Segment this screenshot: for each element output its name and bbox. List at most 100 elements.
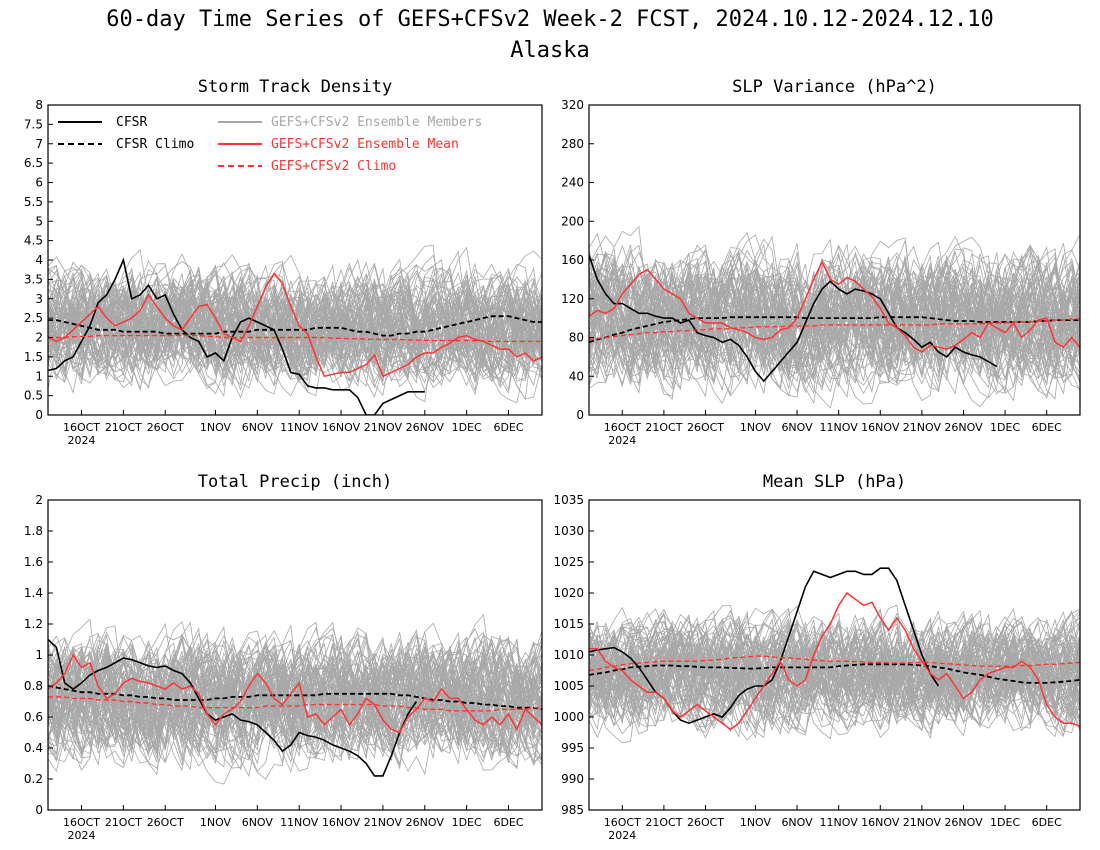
y-tick-label: 2: [35, 493, 43, 507]
ensemble-member-line: [589, 244, 1080, 374]
series-line-ens-mean: [589, 260, 1080, 353]
x-tick-label: 11NOV: [820, 816, 859, 829]
x-tick-label: 1DEC: [452, 421, 482, 434]
y-tick-label: 1005: [553, 679, 584, 693]
x-tick-label: 11NOV: [280, 421, 319, 434]
ensemble-member-line: [48, 270, 542, 390]
ensemble-member-line: [48, 621, 542, 771]
x-tick-label: 16NOV: [861, 816, 900, 829]
y-tick-label: 0.5: [24, 389, 43, 403]
panel-title: Mean SLP (hPa): [763, 472, 906, 492]
ensemble-members: [589, 604, 1080, 744]
plot-area: [589, 225, 1080, 409]
series-line-ens-mean: [48, 653, 542, 734]
ensemble-member-line: [589, 234, 1080, 385]
panel-title: Total Precip (inch): [198, 472, 392, 492]
x-tick-label: 6NOV: [242, 421, 274, 434]
y-tick-label: 1030: [553, 524, 584, 538]
y-tick-label: 280: [561, 137, 584, 151]
series-line-ens-mean: [589, 591, 1080, 731]
x-tick-label: 6DEC: [493, 816, 523, 829]
y-tick-label: 1020: [553, 586, 584, 600]
y-tick-label: 985: [561, 803, 584, 817]
y-tick-label: 0: [576, 408, 584, 422]
ensemble-member-line: [589, 252, 1080, 399]
x-tick-label: 6NOV: [781, 816, 813, 829]
x-tick-label: 6NOV: [781, 421, 813, 434]
x-tick-label: 21NOV: [903, 816, 942, 829]
ensemble-member-line: [589, 618, 1080, 725]
ensemble-members: [48, 245, 542, 404]
x-tick-label: 1NOV: [740, 421, 772, 434]
plot-area: [48, 245, 542, 415]
y-tick-label: 4: [35, 253, 43, 267]
x-tick-label: 21OCT: [645, 421, 682, 434]
x-tick-label: 26OCT: [147, 816, 184, 829]
panel-title: SLP Variance (hPa^2): [732, 77, 937, 97]
legend-label-ens-climo: GEFS+CFSv2 Climo: [271, 159, 396, 174]
y-tick-label: 1010: [553, 648, 584, 662]
x-tick-label: 6DEC: [1032, 816, 1062, 829]
y-tick-label: 2: [35, 331, 43, 345]
x-tick-label: 21NOV: [364, 421, 403, 434]
y-tick-label: 0.8: [24, 679, 43, 693]
ensemble-member-line: [48, 643, 542, 756]
ensemble-member-line: [589, 617, 1080, 735]
y-tick-label: 1.6: [24, 555, 43, 569]
ensemble-member-line: [48, 643, 542, 757]
x-tick-label: 16OCT: [63, 816, 100, 829]
ensemble-member-line: [589, 610, 1080, 735]
ensemble-member-line: [48, 265, 542, 387]
series-line-ens-climo: [589, 655, 1080, 672]
ensemble-members: [589, 225, 1080, 409]
series-line-ens-climo: [48, 334, 542, 343]
ensemble-member-line: [589, 255, 1080, 409]
ensemble-member-line: [48, 277, 542, 375]
y-tick-label: 80: [569, 331, 584, 345]
y-tick-label: 3.5: [24, 272, 43, 286]
series-line-cfsr: [48, 257, 425, 415]
y-tick-label: 8: [35, 98, 43, 112]
figure-title: 60-day Time Series of GEFS+CFSv2 Week-2 …: [106, 7, 993, 32]
y-tick-label: 990: [561, 772, 584, 786]
ensemble-member-line: [48, 640, 542, 751]
x-tick-label: 26OCT: [687, 816, 724, 829]
y-tick-label: 2.5: [24, 311, 43, 325]
y-tick-label: 1.4: [24, 586, 43, 600]
ensemble-member-line: [48, 642, 542, 749]
ensemble-member-line: [589, 237, 1080, 358]
y-tick-label: 240: [561, 176, 584, 190]
plot-area: [589, 567, 1080, 744]
y-tick-label: 5.5: [24, 195, 43, 209]
x-tick-label: 21OCT: [105, 421, 142, 434]
y-tick-label: 320: [561, 98, 584, 112]
ensemble-member-line: [589, 609, 1080, 731]
x-tick-label: 21NOV: [364, 816, 403, 829]
ensemble-member-line: [589, 611, 1080, 723]
x-tick-label: 26NOV: [944, 816, 983, 829]
ensemble-member-line: [48, 272, 542, 381]
y-tick-label: 1.2: [24, 617, 43, 631]
ensemble-member-line: [48, 268, 542, 389]
x-tick-label: 16NOV: [322, 421, 361, 434]
ensemble-members: [48, 613, 542, 785]
panel-2: 0 40 80 120 160 200 240 280 320 16OCT 21OCT 26OCT 1N…: [561, 77, 1081, 447]
panel-4: 985 990 995 1000 1005 1010 1015 1020 1025 1030 103…: [553, 472, 1081, 842]
ensemble-member-line: [48, 634, 542, 750]
y-tick-label: 160: [561, 253, 584, 267]
x-year-label: 2024: [608, 829, 636, 842]
x-year-label: 2024: [67, 829, 95, 842]
x-tick-label: 26NOV: [406, 816, 445, 829]
ensemble-member-line: [48, 627, 542, 765]
ensemble-member-line: [48, 250, 542, 380]
ensemble-member-line: [589, 250, 1080, 385]
ensemble-member-line: [48, 630, 542, 757]
x-tick-label: 6DEC: [493, 421, 523, 434]
ensemble-member-line: [589, 634, 1080, 740]
series-line-cfsr: [589, 254, 998, 383]
legend-label-cfsr-climo: CFSR Climo: [116, 137, 194, 152]
x-tick-label: 1NOV: [200, 421, 232, 434]
y-tick-label: 200: [561, 214, 584, 228]
series-line-cfsr-climo: [48, 685, 542, 711]
